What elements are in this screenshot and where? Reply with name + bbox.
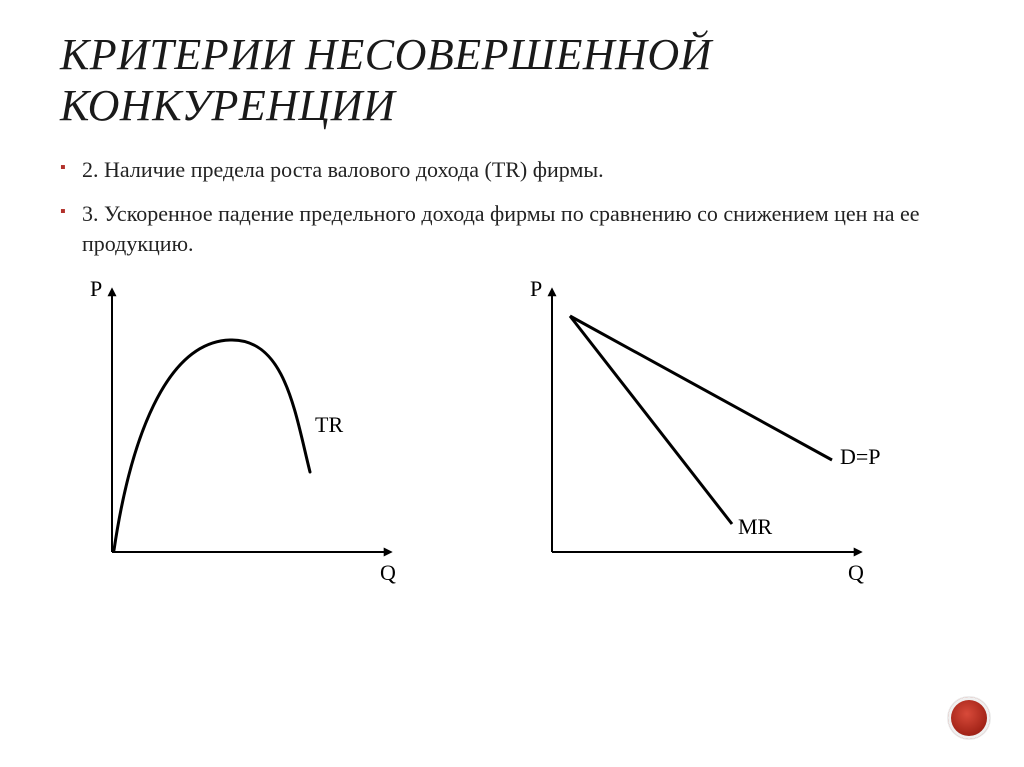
- slide-title: Критерии несовершенной конкуренции: [60, 30, 964, 131]
- slide-decor-icon: [948, 697, 990, 739]
- charts-row: P Q TR D=P MR P Q: [70, 272, 964, 592]
- svg-text:Q: Q: [848, 560, 864, 585]
- bullet-item: 2. Наличие предела роста валового дохода…: [60, 155, 964, 185]
- chart-tr: P Q TR: [70, 272, 420, 592]
- svg-text:TR: TR: [315, 412, 343, 437]
- chart-mr-dp: D=P MR P Q: [510, 272, 890, 592]
- svg-text:P: P: [530, 276, 542, 301]
- svg-text:Q: Q: [380, 560, 396, 585]
- svg-text:D=P: D=P: [840, 444, 881, 469]
- svg-text:MR: MR: [738, 514, 773, 539]
- svg-text:P: P: [90, 276, 102, 301]
- slide-container: Критерии несовершенной конкуренции 2. На…: [0, 0, 1024, 767]
- chart-tr-svg: P Q TR: [70, 272, 420, 592]
- bullet-list: 2. Наличие предела роста валового дохода…: [60, 155, 964, 258]
- bullet-item: 3. Ускоренное падение предельного дохода…: [60, 199, 964, 258]
- chart-mr-dp-svg: D=P MR P Q: [510, 272, 890, 592]
